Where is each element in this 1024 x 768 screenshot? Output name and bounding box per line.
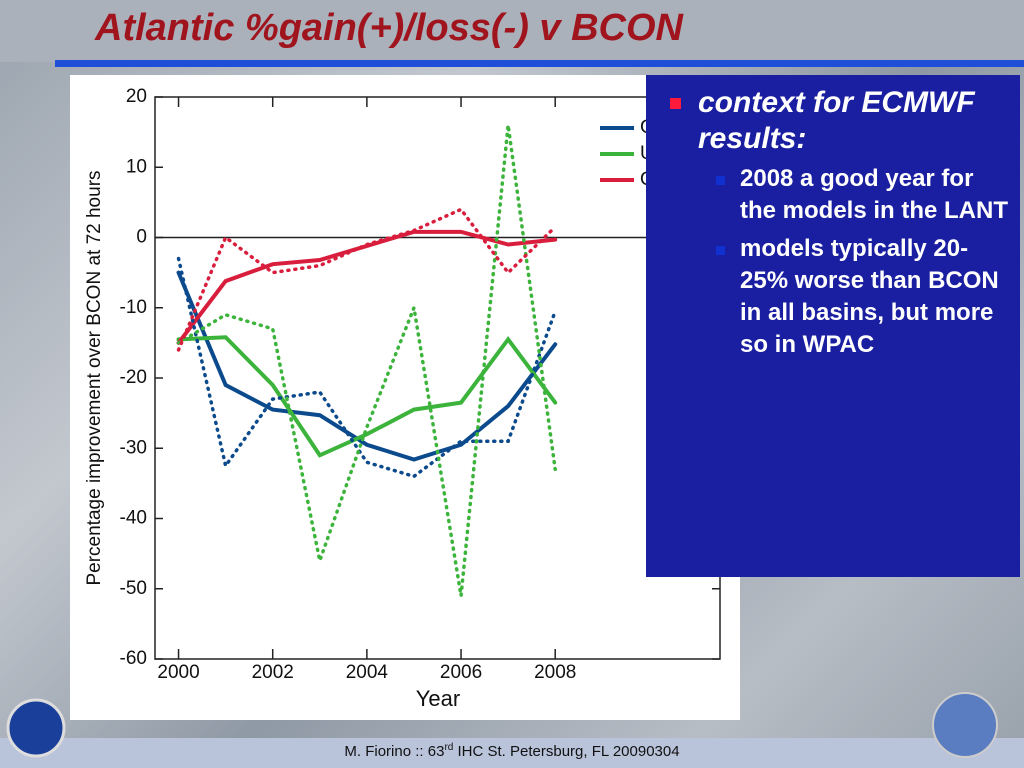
title-band <box>0 0 1024 62</box>
dotted-line <box>176 124 557 597</box>
footer: M. Fiorino :: 63rd IHC St. Petersburg, F… <box>344 742 679 760</box>
x-tick-label: 2006 <box>440 662 482 683</box>
bullet: 2008 a good year for the models in the L… <box>716 163 1008 227</box>
x-tick-label: 2000 <box>157 662 199 683</box>
series-line <box>176 335 558 458</box>
footer-band <box>0 738 1024 768</box>
y-tick-label: -10 <box>120 297 147 318</box>
esrl-logo <box>932 692 998 758</box>
title-rule <box>55 60 1024 67</box>
bullet: models typically 20-25% worse than BCON … <box>716 233 1008 361</box>
y-tick-label: -50 <box>120 578 147 599</box>
y-tick-label: -30 <box>120 437 147 458</box>
x-tick-label: 2008 <box>534 662 576 683</box>
heading: context for ECMWF results: <box>658 85 1008 157</box>
series-line <box>176 270 558 462</box>
slide-title: Atlantic %gain(+)/loss(-) v BCON <box>94 7 685 49</box>
x-tick-label: 2004 <box>346 662 389 683</box>
y-tick-label: 0 <box>136 227 147 248</box>
chart-panel <box>70 75 740 720</box>
y-tick-label: -40 <box>120 508 147 529</box>
dotted-line <box>176 256 557 479</box>
x-tick-label: 2002 <box>252 662 294 683</box>
text-box: context for ECMWF results: 2008 a good y… <box>646 75 1020 577</box>
footer-text: M. Fiorino :: 63 <box>344 743 444 760</box>
y-tick-label: 10 <box>126 156 147 177</box>
y-tick-label: -60 <box>120 648 147 669</box>
y-axis-label: Percentage improvement over BCON at 72 h… <box>84 170 105 585</box>
footer-sup: rd <box>444 742 453 753</box>
bullet-list: 2008 a good year for the models in the L… <box>658 163 1008 361</box>
y-tick-label: -20 <box>120 367 147 388</box>
y-tick-label: 20 <box>126 86 147 107</box>
footer-text: IHC St. Petersburg, FL 20090304 <box>453 743 679 760</box>
dotted-line <box>176 207 557 352</box>
noaa-logo <box>6 698 66 758</box>
x-axis-label: Year <box>416 686 460 711</box>
